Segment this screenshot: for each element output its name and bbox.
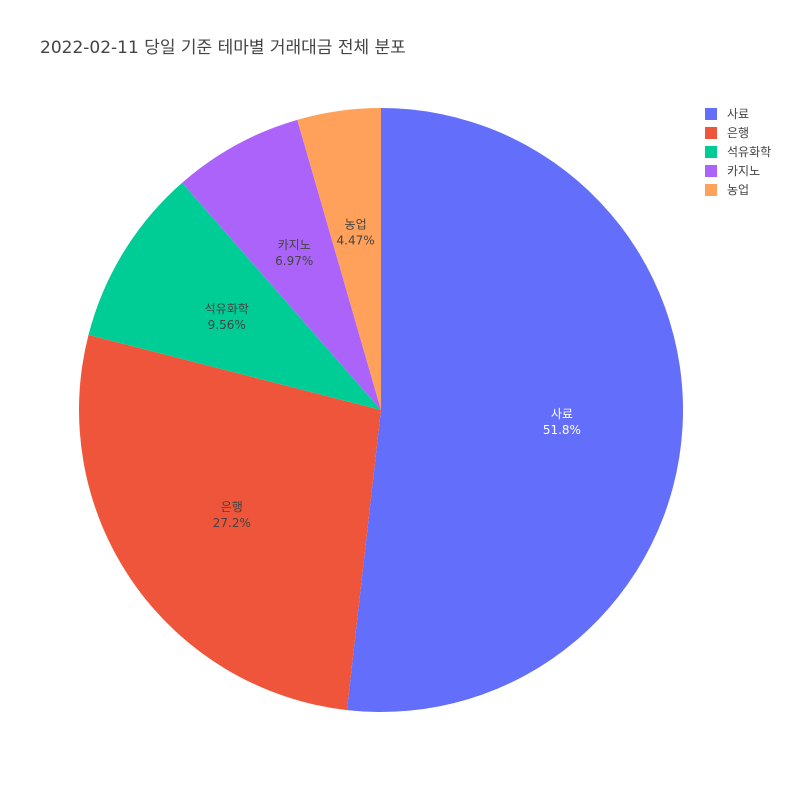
pie-slice-label-2: 석유화학 9.56% — [205, 302, 249, 332]
legend-label: 농업 — [727, 183, 750, 197]
pie-slice-2[interactable] — [88, 182, 382, 410]
legend-item-1[interactable]: 은행 — [705, 123, 771, 142]
slice-percent: 6.97% — [275, 254, 313, 268]
slice-percent: 27.2% — [213, 516, 251, 530]
pie-slice-label-4: 농업 4.47% — [337, 218, 375, 248]
legend-label: 은행 — [727, 126, 750, 140]
legend-swatch — [705, 145, 717, 158]
legend-label: 석유화학 — [727, 145, 772, 159]
slice-percent: 4.47% — [337, 234, 375, 248]
pie-slice-label-0: 사료 51.8% — [543, 407, 581, 437]
legend-item-4[interactable]: 농업 — [705, 180, 771, 199]
pie-slice-4[interactable] — [297, 108, 381, 410]
pie-slice-label-3: 카지노 6.97% — [275, 238, 313, 268]
pie-slice-label-1: 은행 27.2% — [213, 499, 251, 530]
legend-swatch — [705, 107, 717, 120]
chart-title: 2022-02-11 당일 기준 테마별 거래대금 전체 분포 — [40, 38, 406, 58]
legend-item-0[interactable]: 사료 — [705, 104, 771, 123]
slice-name: 사료 — [551, 407, 573, 421]
legend-item-3[interactable]: 카지노 — [705, 161, 771, 180]
legend-item-2[interactable]: 석유화학 — [705, 142, 771, 161]
slice-percent: 51.8% — [543, 423, 581, 437]
pie-slice-1[interactable] — [79, 334, 382, 711]
slice-percent: 9.56% — [208, 318, 246, 332]
pie-slice-0[interactable] — [346, 108, 684, 713]
slice-name: 석유화학 — [205, 302, 249, 316]
pie-labels: 사료 51.8% 은행 27.2% 석유화학 9.56% 카지노 6.97% 농업 4.47% — [205, 218, 581, 530]
slice-name: 카지노 — [278, 238, 311, 252]
legend-swatch — [705, 164, 717, 177]
slice-name: 은행 — [221, 499, 243, 514]
slice-name: 농업 — [345, 218, 367, 232]
legend-swatch — [705, 126, 717, 139]
pie-slices — [79, 108, 684, 713]
legend-label: 사료 — [727, 107, 750, 121]
pie-slice-3[interactable] — [182, 119, 381, 410]
legend-label: 카지노 — [727, 164, 761, 178]
legend-swatch — [705, 183, 717, 196]
